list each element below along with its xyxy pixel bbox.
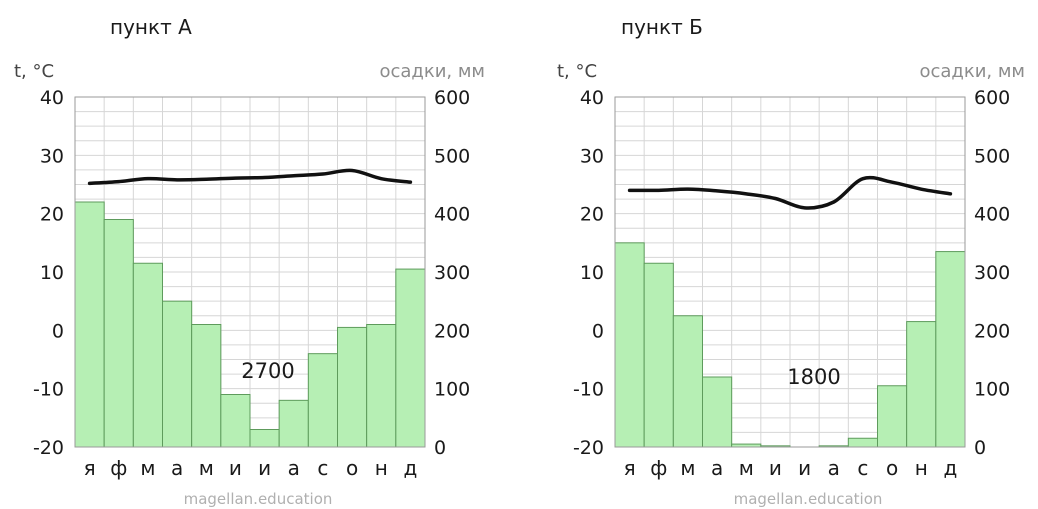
precipitation-bar — [278, 399, 309, 448]
precipitation-bar — [74, 201, 105, 448]
watermark: magellan.education — [184, 490, 333, 508]
temperature-tick-label: 20 — [40, 204, 64, 226]
month-label: я — [624, 456, 636, 480]
precipitation-tick-label: 100 — [974, 379, 1010, 401]
temperature-tick-label: -20 — [33, 437, 64, 459]
precipitation-tick-label: 400 — [434, 204, 470, 226]
precipitation-tick-label: 200 — [434, 320, 470, 342]
month-label: м — [140, 456, 155, 480]
temperature-line — [627, 175, 953, 210]
precipitation-tick-label: 0 — [974, 437, 986, 459]
precipitation-tick-label: 400 — [974, 204, 1010, 226]
left-axis-label: t, °C — [557, 61, 597, 82]
month-label: и — [229, 456, 242, 480]
temperature-line — [87, 168, 413, 186]
precipitation-bars — [614, 242, 966, 448]
temperature-tick-label: 40 — [40, 87, 64, 109]
month-label: ф — [110, 456, 127, 480]
month-label: а — [828, 456, 840, 480]
temperature-tick-label: -10 — [33, 379, 64, 401]
precipitation-total: 2700 — [241, 359, 294, 383]
temperature-tick-label: 0 — [52, 320, 64, 342]
month-label: о — [346, 456, 358, 480]
month-label: д — [404, 456, 418, 480]
precipitation-bar — [395, 268, 426, 448]
precipitation-bar — [877, 385, 908, 448]
month-label: м — [739, 456, 754, 480]
precipitation-bar — [614, 242, 645, 448]
precipitation-bar — [366, 324, 397, 448]
month-label: н — [915, 456, 928, 480]
temperature-tick-label: 30 — [580, 145, 604, 167]
precipitation-tick-label: 200 — [974, 320, 1010, 342]
precipitation-bar — [935, 251, 966, 448]
temperature-tick-label: -10 — [573, 379, 604, 401]
precipitation-tick-label: 300 — [434, 262, 470, 284]
precipitation-tick-label: 0 — [434, 437, 446, 459]
temperature-tick-label: 10 — [40, 262, 64, 284]
precipitation-bars — [74, 201, 426, 448]
month-label: а — [171, 456, 183, 480]
temperature-tick-label: 0 — [592, 320, 604, 342]
precipitation-bar — [702, 376, 733, 448]
month-label: ф — [650, 456, 667, 480]
month-label: н — [375, 456, 388, 480]
precipitation-bar — [162, 300, 193, 448]
precipitation-bar — [307, 353, 339, 448]
precipitation-bar — [103, 219, 134, 448]
month-label: а — [711, 456, 723, 480]
month-label: д — [944, 456, 958, 480]
right-axis-label: осадки, мм — [919, 61, 1025, 82]
precipitation-bar — [906, 321, 937, 448]
plot-frame — [74, 96, 426, 448]
precipitation-tick-label: 500 — [434, 145, 470, 167]
precipitation-tick-label: 600 — [974, 87, 1010, 109]
precipitation-bar — [847, 437, 879, 448]
month-label: м — [680, 456, 695, 480]
precipitation-bar — [337, 326, 368, 448]
month-label: а — [288, 456, 300, 480]
left-axis-label: t, °C — [14, 61, 54, 82]
plot-frame — [614, 96, 966, 448]
precipitation-bar — [643, 262, 674, 448]
chart-title: пункт Б — [621, 15, 703, 39]
temperature-tick-label: 40 — [580, 87, 604, 109]
precipitation-tick-label: 300 — [974, 262, 1010, 284]
temperature-tick-label: -20 — [573, 437, 604, 459]
watermark: magellan.education — [734, 490, 883, 508]
month-label: я — [84, 456, 96, 480]
month-label: и — [769, 456, 782, 480]
month-label: м — [199, 456, 214, 480]
precipitation-bar — [249, 429, 280, 448]
chart-title: пункт А — [110, 15, 192, 39]
precipitation-bar — [191, 324, 222, 448]
temperature-tick-label: 10 — [580, 262, 604, 284]
precipitation-tick-label: 600 — [434, 87, 470, 109]
precipitation-bar — [672, 315, 703, 448]
month-label: с — [857, 456, 868, 480]
climate-chart-b: пункт Б t, °C осадки, мм 40 30 20 10 0 -10 -20… — [519, 0, 1038, 509]
month-label: и — [258, 456, 271, 480]
month-label: и — [798, 456, 811, 480]
precipitation-total: 1800 — [787, 365, 840, 389]
right-axis-label: осадки, мм — [379, 61, 485, 82]
climate-chart-b-svg: пункт Б t, °C осадки, мм 403020100-10-20… — [557, 15, 1025, 508]
temperature-tick-label: 30 — [40, 145, 64, 167]
precipitation-tick-label: 500 — [974, 145, 1010, 167]
month-label: о — [886, 456, 898, 480]
precipitation-bar — [220, 394, 251, 448]
precipitation-bar — [132, 262, 163, 448]
climate-chart-a: пункт А t, °C осадки, мм 40 30 20 10 0 -10 -20… — [14, 15, 485, 508]
month-label: с — [317, 456, 328, 480]
climate-chart-a-svg: пункт А t, °C осадки, мм 403020100-10-20… — [14, 15, 485, 508]
precipitation-tick-label: 100 — [434, 379, 470, 401]
temperature-tick-label: 20 — [580, 204, 604, 226]
